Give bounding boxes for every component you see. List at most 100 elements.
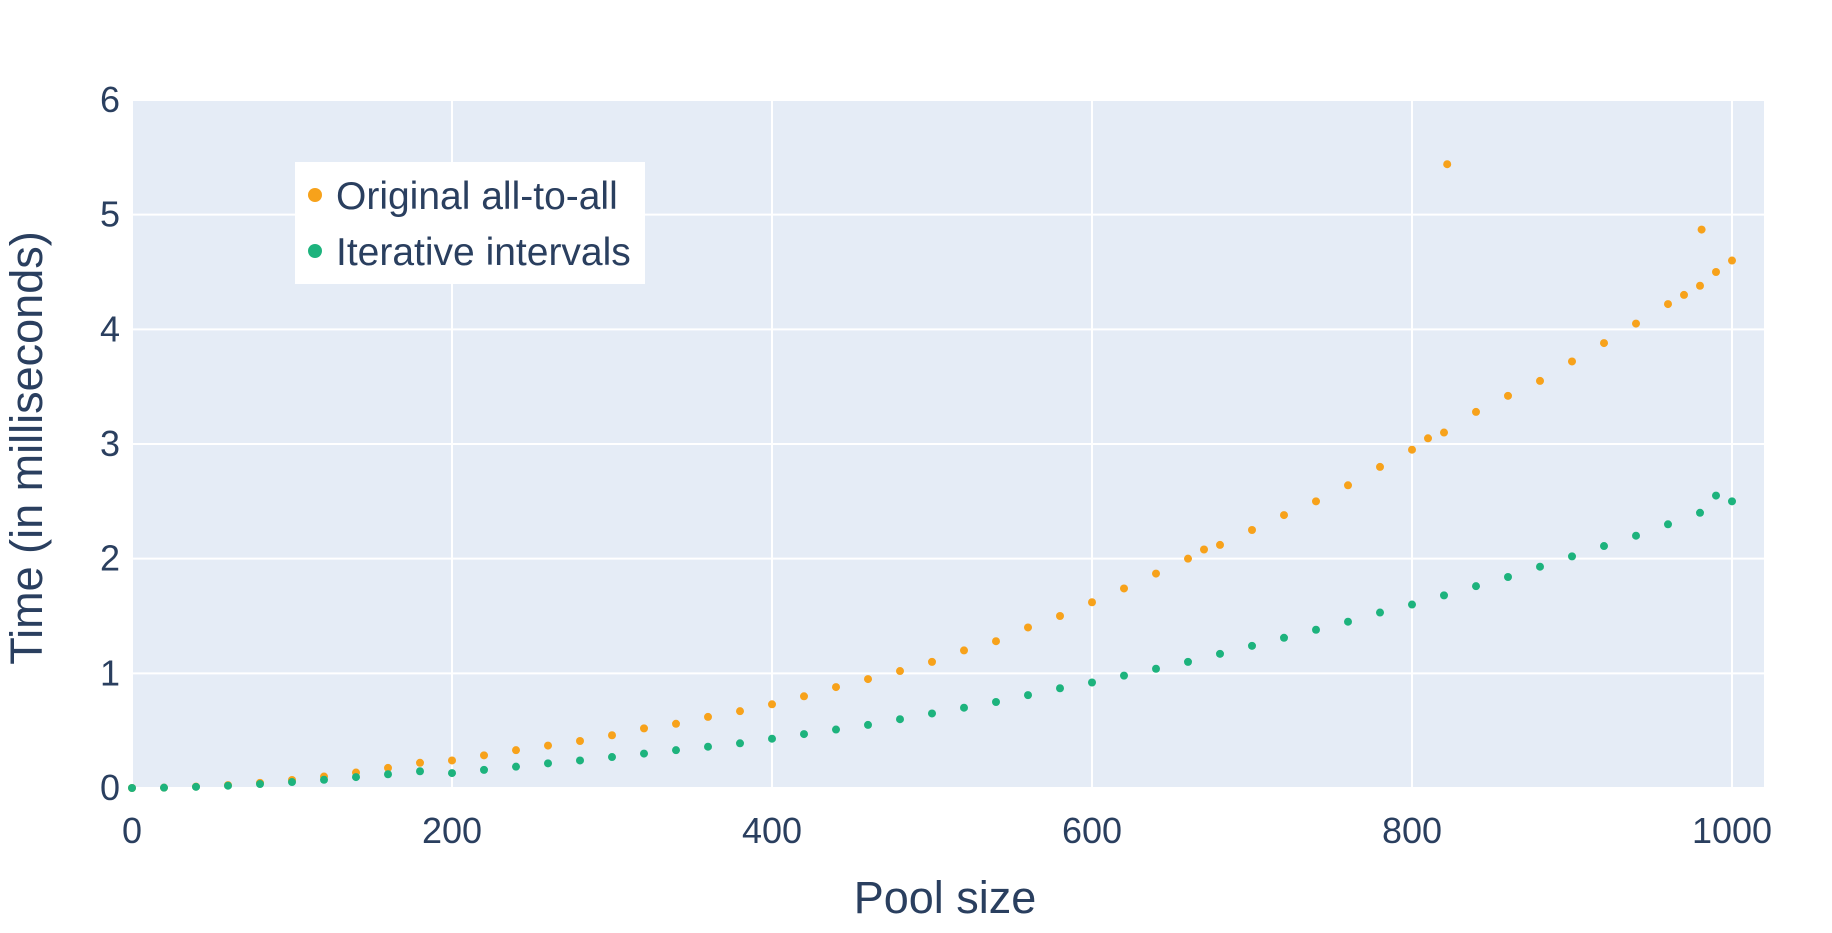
y-tick-labels: 0 1 2 3 4 5 6 [100,79,120,808]
data-point [320,775,328,784]
x-tick-label: 1000 [1692,810,1772,851]
series-1 [128,491,1736,792]
data-point [896,715,904,724]
data-point [1536,562,1544,571]
y-tick-label: 5 [100,194,120,235]
data-point [1600,339,1608,348]
data-point [704,712,712,721]
data-point [512,746,520,755]
legend-label-iterative: Iterative intervals [336,231,631,274]
data-point [480,751,488,760]
data-point [1728,256,1736,265]
data-point [992,698,1000,706]
data-point [1696,508,1704,517]
data-point [1152,569,1160,578]
data-point [704,742,712,751]
data-point [832,725,840,734]
x-tick-label: 400 [742,810,802,851]
data-point [640,724,648,733]
data-point [1376,608,1384,617]
data-point [1712,491,1720,500]
data-point [1184,554,1192,563]
data-point [1697,225,1706,234]
data-point [608,753,616,762]
data-point [288,778,296,787]
data-point [448,769,456,778]
data-point [928,657,936,666]
legend: Original all-to-all Iterative intervals [295,162,645,284]
data-point [608,731,616,740]
data-point [736,707,744,716]
data-point [1664,300,1672,309]
data-point [160,783,168,792]
data-point [1248,526,1256,534]
data-point [768,734,776,743]
data-point [1056,612,1064,620]
data-point [864,720,872,729]
y-tick-label: 3 [100,423,120,464]
legend-label-original: Original all-to-all [336,175,618,218]
data-point [416,758,424,767]
x-tick-label: 600 [1062,810,1122,851]
data-point [1408,600,1416,609]
data-point [352,773,360,782]
data-point [1088,598,1096,607]
data-point [1216,649,1224,658]
data-point [1056,684,1064,693]
data-point [1632,531,1640,540]
data-point [1472,407,1480,416]
legend-background [295,162,645,284]
grid-lines [131,99,1764,789]
legend-marker-original [308,188,322,202]
data-point [1248,641,1256,650]
data-point [1120,671,1128,680]
data-point [480,765,488,774]
data-point [1696,281,1704,290]
data-point [416,767,424,776]
data-point [1632,319,1640,328]
data-point [1472,582,1480,591]
data-point [224,781,232,790]
legend-marker-iterative [308,244,322,258]
data-point [1152,664,1160,673]
data-point [1408,445,1416,454]
series-markers [128,160,1736,792]
data-point [864,675,872,684]
data-point [960,703,968,712]
data-point [1728,497,1736,506]
data-point [576,756,584,765]
y-axis-title: Time (in milliseconds) [1,231,52,664]
x-tick-label: 200 [422,810,482,851]
data-point [640,749,648,758]
x-axis-title: Pool size [854,872,1037,923]
data-point [512,762,520,771]
y-tick-label: 1 [100,652,120,693]
data-point [1443,160,1452,169]
data-point [1200,545,1208,554]
data-point [1504,391,1512,400]
data-point [192,782,200,791]
data-point [1216,540,1224,549]
data-point [1568,357,1576,366]
data-point [1504,573,1512,582]
data-point [1568,552,1576,561]
y-tick-label: 6 [100,79,120,120]
data-point [1344,617,1352,626]
data-point [896,667,904,676]
y-tick-label: 4 [100,308,120,349]
data-point [1184,657,1192,666]
x-tick-label: 800 [1382,810,1442,851]
data-point [1424,434,1432,443]
data-point [928,709,936,718]
data-point [672,746,680,755]
data-point [1024,691,1032,700]
data-point [800,730,808,739]
data-point [1536,376,1544,385]
data-point [1680,290,1688,299]
data-point [256,779,264,788]
data-point [128,784,136,792]
x-tick-label: 0 [122,810,142,851]
data-point [448,756,456,765]
x-tick-labels: 0 200 400 600 800 1000 [122,810,1772,851]
